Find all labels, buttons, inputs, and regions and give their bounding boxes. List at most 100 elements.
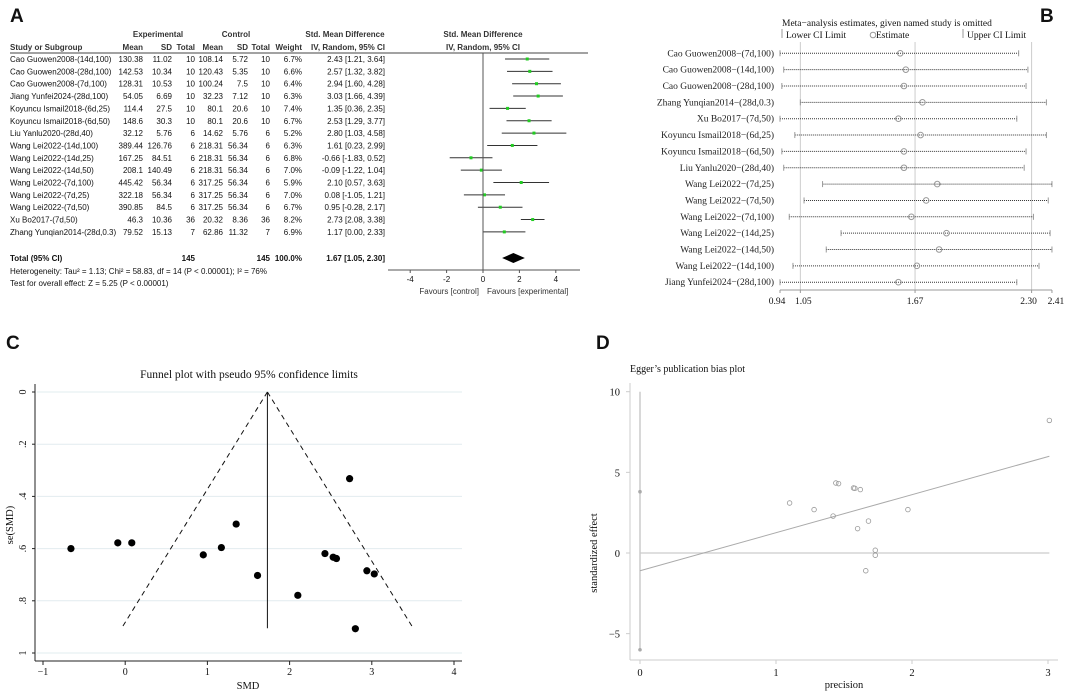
header-control: Control [222, 30, 250, 39]
x-tick-label: 0 [123, 667, 128, 678]
cell-e-n: 6 [191, 203, 196, 212]
effect-marker [519, 181, 523, 184]
legend-estimate: Estimate [876, 31, 909, 41]
header-col: SD [161, 43, 172, 52]
total-weight: 100.0% [275, 254, 302, 263]
cell-e-mean: 32.12 [123, 129, 144, 138]
cell-c-sd: 11.32 [229, 228, 249, 237]
cell-e-mean: 142.53 [119, 67, 144, 76]
study-row: Cao Guowen2008-(28d,100) 142.53 10.34 10 120… [10, 67, 553, 76]
study-point [1046, 417, 1053, 424]
header-col: Mean [123, 43, 144, 52]
estimate-marker [943, 229, 950, 237]
effect-marker [506, 106, 510, 110]
study-point [833, 480, 839, 486]
sensitivity-row: Koyuncu Ismail2018−(6d,50) [661, 146, 1027, 157]
cell-c-mean: 32.23 [203, 92, 224, 101]
study-row: Wang Lei2022-(14d,100) 389.44 126.76 6 218.3… [10, 141, 538, 150]
study-row: Wang Lei2022-(14d,50) 208.1 140.49 6 218.31 5… [10, 166, 502, 175]
heterogeneity-text: Heterogeneity: Tau² = 1.13; Chi² = 58.83… [10, 267, 267, 276]
header-smd: Std. Mean Difference [305, 30, 385, 39]
cell-c-n: 6 [266, 191, 271, 200]
cell-weight: 6.6% [284, 67, 302, 76]
cell-e-n: 36 [186, 216, 195, 225]
x-tick-label: 2.30 [1020, 297, 1037, 307]
cell-ci-text: 2.57 [1.32, 3.82] [327, 67, 385, 76]
study-point [863, 568, 869, 574]
pseudo-ci-left [121, 391, 268, 629]
cell-c-sd: 56.34 [228, 203, 249, 212]
cell-ci-text: -0.09 [-1.22, 1.04] [322, 166, 385, 175]
y-tick-label: 10 [610, 388, 621, 399]
study-row: Cao Guowen2008-(14d,100) 130.38 11.02 10 108… [10, 55, 550, 64]
header-col: Mean [203, 43, 224, 52]
header-plot-smd: Std. Mean Difference [443, 30, 523, 39]
cell-e-n: 6 [191, 129, 196, 138]
cell-c-mean: 20.32 [203, 216, 224, 225]
estimate-marker [933, 180, 941, 188]
x-tick-label: 0 [481, 275, 486, 284]
study-row: Jiang Yunfei2024-(28d,100) 54.05 6.69 10 32.… [10, 92, 563, 101]
cell-c-mean: 80.1 [207, 117, 223, 126]
favours-control-label: Favours [control] [419, 287, 479, 296]
study-name: Cao Guowen2008-(14d,100) [10, 55, 112, 64]
cell-e-sd: 56.34 [152, 191, 173, 200]
effect-marker [527, 119, 531, 123]
study-point [114, 539, 122, 547]
cell-c-mean: 100.24 [199, 80, 224, 89]
cell-c-mean: 218.31 [199, 154, 224, 163]
effect-marker [498, 205, 502, 209]
study-label: Jiang Yunfei2024−(28d,100) [665, 277, 774, 288]
estimate-marker [917, 131, 924, 139]
cell-c-sd: 5.35 [232, 67, 248, 76]
total-label: Total (95% CI) [10, 254, 63, 263]
study-name: Wang Lei2022-(14d,100) [10, 141, 99, 150]
study-point [253, 571, 262, 580]
y-tick-label: .6 [18, 545, 29, 553]
study-name: Xu Bo2017-(7d,50) [10, 216, 78, 225]
cell-c-sd: 5.76 [232, 129, 248, 138]
cell-c-n: 6 [266, 154, 271, 163]
study-point [217, 543, 225, 552]
cell-c-sd: 56.34 [228, 141, 249, 150]
x-tick-label: 4 [452, 667, 457, 678]
cell-c-n: 6 [266, 203, 271, 212]
study-name: Wang Lei2022-(7d,50) [10, 203, 90, 212]
cell-c-mean: 218.31 [199, 141, 224, 150]
egger-title: Egger’s publication bias plot [630, 364, 745, 375]
legend-upper: Upper CI Limit [967, 31, 1026, 41]
estimate-marker [900, 82, 908, 90]
study-point [830, 513, 836, 519]
x-tick-label: -4 [407, 275, 415, 284]
cell-weight: 5.9% [284, 179, 302, 188]
cell-c-n: 10 [261, 92, 270, 101]
sensitivity-row: Liu Yanlu2020−(28d,40) [680, 163, 1025, 174]
cell-weight: 7.0% [284, 191, 302, 200]
study-point [854, 525, 861, 532]
y-tick-label: −5 [609, 630, 620, 641]
header-study: Study or Subgroup [10, 43, 83, 52]
x-tick-label: 2.41 [1048, 297, 1065, 307]
cell-e-n: 6 [191, 141, 196, 150]
intercept-ci-point [638, 647, 642, 652]
estimate-marker [895, 115, 902, 122]
estimate-marker [919, 99, 926, 106]
study-point [67, 545, 75, 553]
y-tick-label: 5 [615, 468, 620, 479]
study-point [363, 567, 371, 575]
estimate-marker [935, 246, 943, 253]
sensitivity-row: Jiang Yunfei2024−(28d,100) [665, 277, 1018, 288]
study-label: Liu Yanlu2020−(28d,40) [680, 163, 774, 174]
study-point [332, 554, 341, 563]
cell-c-sd: 20.6 [232, 117, 248, 126]
header-col: Total [176, 43, 195, 52]
x-tick-label: 0 [637, 668, 642, 679]
study-label: Wang Lei2022−(7d,25) [685, 179, 774, 190]
study-point [852, 485, 858, 492]
sensitivity-row: Wang Lei2022−(7d,50) [685, 195, 1049, 206]
study-row: Cao Guowen2008-(7d,100) 128.31 10.53 10 100.… [10, 80, 561, 89]
sensitivity-row: Wang Lei2022−(14d,50) [680, 245, 1053, 256]
study-label: Koyuncu Ismail2018−(6d,50) [661, 146, 774, 157]
study-row: Wang Lei2022-(14d,25) 167.25 84.51 6 218.31 5… [10, 154, 493, 163]
x-axis-label: precision [825, 680, 864, 691]
